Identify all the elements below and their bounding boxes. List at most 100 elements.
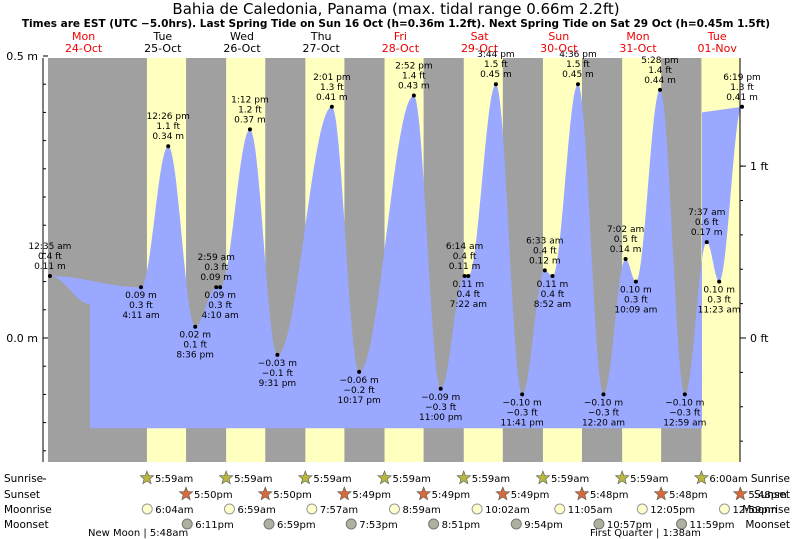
low-tide-label: 0.3 ft <box>208 301 232 311</box>
y2-tick-label: 0 ft <box>750 332 769 345</box>
low-tide-label: 7:22 am <box>450 300 487 310</box>
day-date: 29-Oct <box>461 42 499 55</box>
moonset-row-label: Moonset <box>4 519 49 531</box>
low-tide-label: 4:10 am <box>201 311 238 321</box>
low-tide-label: −0.10 m <box>503 398 542 408</box>
sunrise-icon <box>218 470 234 485</box>
sunrise-row-label-right: Sunrise <box>751 473 790 485</box>
low-tide-label: 0.10 m <box>620 286 652 296</box>
moonset-time: 6:59pm <box>277 520 316 531</box>
moonrise-time: 7:57am <box>320 505 358 516</box>
high-tide-label: 12:26 pm <box>147 112 190 122</box>
tide-point <box>193 324 198 329</box>
day-name: Tue <box>707 30 727 43</box>
day-date: 01-Nov <box>697 42 737 55</box>
moonset-icon <box>181 518 193 530</box>
high-tide-label: 0.4 ft <box>453 252 477 262</box>
moonrise-icon <box>636 503 648 515</box>
low-tide-label: 0.02 m <box>179 331 211 341</box>
tide-point <box>658 87 663 92</box>
day-name: Wed <box>230 30 254 43</box>
low-tide-label: 8:36 pm <box>176 351 214 361</box>
moonrise-icon <box>471 503 483 515</box>
low-tide-label: −0.09 m <box>421 393 460 403</box>
tide-point <box>704 240 709 245</box>
day-date: 24-Oct <box>65 42 103 55</box>
low-tide-label: −0.06 m <box>340 376 379 386</box>
moonrise-time: 11:05am <box>568 505 613 516</box>
low-tide-label: 12:20 am <box>582 418 625 428</box>
tide-point <box>682 392 687 397</box>
high-tide-label: 1.4 ft <box>648 66 672 76</box>
moonrise-time: 10:02am <box>485 505 530 516</box>
sunset-icon <box>257 486 273 501</box>
high-tide-label: 0.17 m <box>691 228 723 238</box>
moonrise-icon <box>554 503 566 515</box>
tide-point <box>214 285 219 290</box>
moonset-time: 9:54pm <box>524 520 563 531</box>
high-tide-label: 0.34 m <box>152 132 184 142</box>
day-date: 28-Oct <box>382 42 420 55</box>
sunset-icon <box>574 486 590 501</box>
sunrise-icon <box>456 470 472 485</box>
day-date: 25-Oct <box>144 42 182 55</box>
moonset-icon <box>345 518 357 530</box>
low-tide-label: −0.10 m <box>584 398 623 408</box>
moonset-icon <box>428 518 440 530</box>
sunset-icon <box>495 486 511 501</box>
low-tide-label: 0.4 ft <box>541 290 565 300</box>
low-tide-label: 0.11 m <box>537 280 569 290</box>
sunset-time: 5:48pm <box>748 490 787 501</box>
day-name: Mon <box>72 30 95 43</box>
high-tide-label: 0.6 ft <box>695 218 719 228</box>
moonrise-icon <box>223 503 235 515</box>
sunset-icon <box>416 486 432 501</box>
moonset-time: 7:53pm <box>359 520 398 531</box>
moonrise-time: 6:59am <box>237 505 275 516</box>
high-tide-label: 2:01 pm <box>313 73 351 83</box>
high-tide-label: 0.11 m <box>34 262 66 272</box>
moonset-time: 10:57pm <box>607 520 652 531</box>
low-tide-label: 11:41 pm <box>501 418 544 428</box>
sunset-icon <box>178 486 194 501</box>
high-tide-label: 0.11 m <box>449 262 481 272</box>
tide-point <box>633 279 638 284</box>
low-tide-label: 0.4 ft <box>456 290 480 300</box>
high-tide-label: 1.3 ft <box>320 83 344 93</box>
high-tide-label: 7:37 am <box>688 208 725 218</box>
sunset-icon <box>653 486 669 501</box>
tide-point <box>166 144 171 149</box>
tide-point <box>717 279 722 284</box>
moonrise-time: 6:04am <box>155 505 193 516</box>
day-date: 31-Oct <box>619 42 657 55</box>
day-date: 26-Oct <box>223 42 261 55</box>
tide-point <box>466 273 471 278</box>
high-tide-label: 0.12 m <box>529 256 561 266</box>
sunrise-time: 5:59am <box>630 474 668 485</box>
low-tide-label: 0.11 m <box>452 280 484 290</box>
moonrise-time: 12:59pm <box>732 505 777 516</box>
sunset-time: 5:50pm <box>273 490 312 501</box>
sunrise-icon <box>535 470 551 485</box>
sunset-time: 5:50pm <box>194 490 233 501</box>
low-tide-label: −0.03 m <box>258 359 297 369</box>
day-name: Sun <box>548 30 569 43</box>
sunset-time: 5:49pm <box>352 490 391 501</box>
high-tide-label: 0.43 m <box>398 81 430 91</box>
moonset-icon <box>593 518 605 530</box>
tide-point <box>275 352 280 357</box>
high-tide-label: 2:59 am <box>198 253 235 263</box>
sunset-time: 5:48pm <box>590 490 629 501</box>
high-tide-label: 0.45 m <box>562 70 594 80</box>
high-tide-label: 0.09 m <box>200 273 232 283</box>
moonset-icon <box>263 518 275 530</box>
day-date: 27-Oct <box>303 42 341 55</box>
tide-point <box>218 285 223 290</box>
tide-point <box>138 285 143 290</box>
tide-curve <box>49 84 743 429</box>
moonrise-icon <box>718 503 730 515</box>
sunset-icon <box>732 486 748 501</box>
low-tide-label: −0.3 ft <box>507 408 539 418</box>
low-tide-label: −0.3 ft <box>425 403 457 413</box>
sunrise-icon <box>377 470 393 485</box>
